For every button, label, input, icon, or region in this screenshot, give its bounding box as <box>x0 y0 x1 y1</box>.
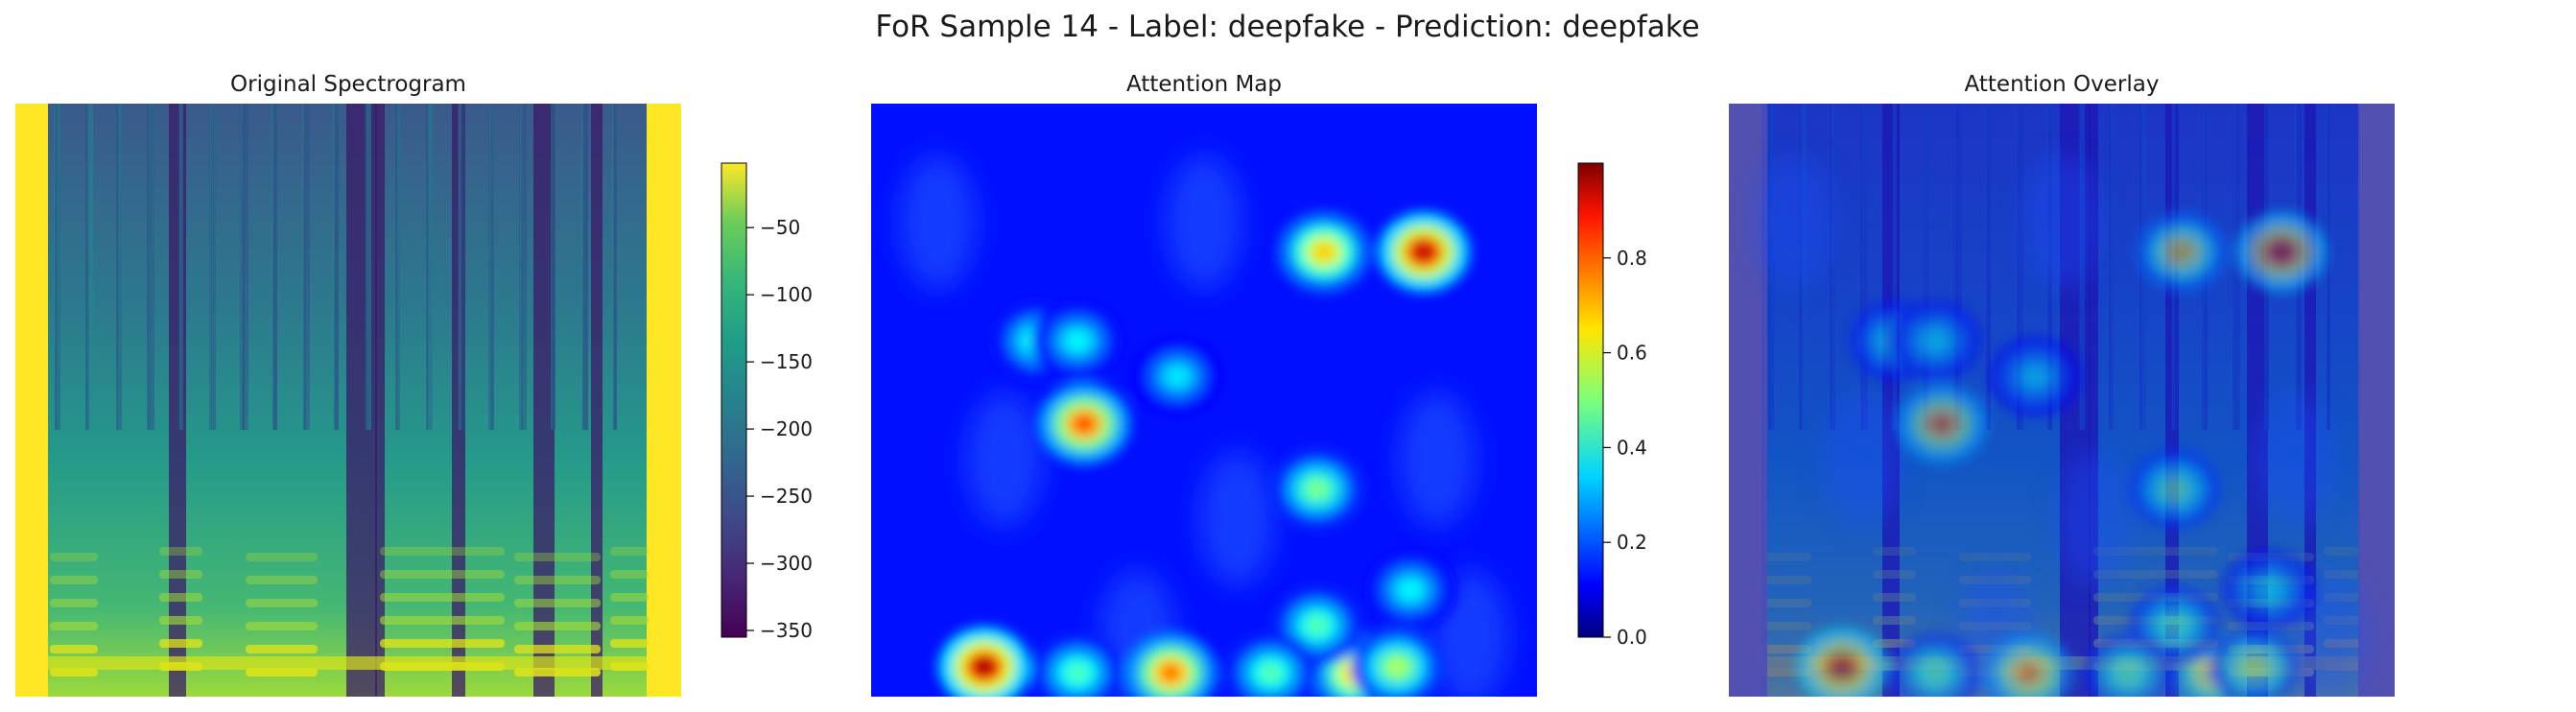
figure-suptitle: FoR Sample 14 - Label: deepfake - Predic… <box>875 10 1699 44</box>
attention-hotspot <box>1168 368 1188 386</box>
attention-hotspot <box>1161 664 1181 682</box>
attention-hotspot <box>2019 664 2039 682</box>
attention-map-image <box>871 104 1537 697</box>
attention-hotspot <box>1932 415 1952 433</box>
attention-hotspot <box>974 658 994 676</box>
attention-hotspot <box>1387 658 1407 676</box>
attention-hotspot <box>1075 415 1095 433</box>
attention-hotspot <box>1307 480 1327 498</box>
attention-hotspot <box>1068 664 1088 682</box>
attention-map-title: Attention Map <box>1126 72 1282 97</box>
spectrogram-image <box>15 104 681 697</box>
spectrogram-title: Original Spectrogram <box>230 72 466 97</box>
colorbar-tick-label: 0.8 <box>1617 247 1647 270</box>
attention-hotspot <box>2245 658 2265 676</box>
attention-hotspot <box>1313 243 1334 261</box>
attention-overlay-image <box>1729 104 2395 697</box>
attention-hotspot <box>1926 332 1946 350</box>
attention-hotspot <box>1414 243 1434 261</box>
spectrogram-colorbar: −50 −100 −150 −200 −250 −300 −350 <box>721 162 813 642</box>
attention-hotspot <box>2025 368 2045 386</box>
attention-hotspot <box>2272 243 2292 261</box>
attention-hotspot <box>2258 581 2279 599</box>
spectrogram-panel: Original Spectrogram −50 −100 −150 −200 −250… <box>15 72 813 697</box>
colorbar-tick-label: −200 <box>760 417 813 440</box>
colorbar-tick-label: 0.6 <box>1617 342 1647 365</box>
attention-hotspot <box>2171 243 2191 261</box>
attention-overlay-title: Attention Overlay <box>1965 72 2160 97</box>
colorbar-tick-label: −300 <box>760 552 813 575</box>
colorbar-tick-label: 0.4 <box>1617 436 1647 459</box>
colorbar-tick-label: 0.0 <box>1617 626 1647 649</box>
colorbar-tick-label: −250 <box>760 485 813 508</box>
attention-hotspot <box>1307 616 1327 634</box>
attention-hotspot <box>1926 664 1946 682</box>
colorbar-tick-label: −100 <box>760 283 813 306</box>
attention-hotspot <box>1832 658 1852 676</box>
colorbar-tick-label: −50 <box>760 216 800 239</box>
attention-map-panel: Attention Map 0.0 0.2 0.4 0.6 0.8 <box>871 72 1647 697</box>
attention-colorbar-gradient <box>1577 162 1604 638</box>
attention-hotspot <box>1068 332 1088 350</box>
attention-hotspot <box>2164 616 2185 634</box>
attention-hotspot <box>2118 664 2139 682</box>
attention-hotspot <box>1261 664 1281 682</box>
attention-colorbar: 0.0 0.2 0.4 0.6 0.8 <box>1577 162 1647 649</box>
colorbar-tick-label: −350 <box>760 619 813 642</box>
attention-colorbar-ticks: 0.0 0.2 0.4 0.6 0.8 <box>1603 247 1647 649</box>
attention-overlay-panel: Attention Overlay <box>1729 72 2395 697</box>
spectrogram-colorbar-ticks: −50 −100 −150 −200 −250 −300 −350 <box>746 216 813 642</box>
colorbar-tick-label: 0.2 <box>1617 531 1647 554</box>
attention-hotspot <box>1401 581 1421 599</box>
colorbar-tick-label: −150 <box>760 350 813 373</box>
attention-hotspot <box>2164 480 2185 498</box>
spectrogram-colorbar-gradient <box>721 162 747 638</box>
